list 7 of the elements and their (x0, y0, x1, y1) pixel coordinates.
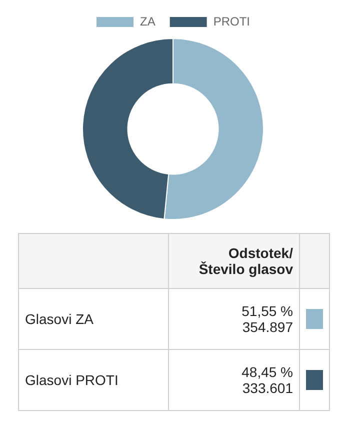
text: Glasovi PROTI (18, 350, 168, 410)
text: 51,55 % 354.897 (240, 303, 293, 335)
text: 48,45 % 333.601 (240, 364, 293, 396)
text: Odstotek/ Število glasov (198, 245, 293, 277)
legend-label: ZA (140, 14, 156, 28)
legend-label: PROTI (213, 14, 250, 28)
text: Glasovi ZA (18, 288, 168, 350)
